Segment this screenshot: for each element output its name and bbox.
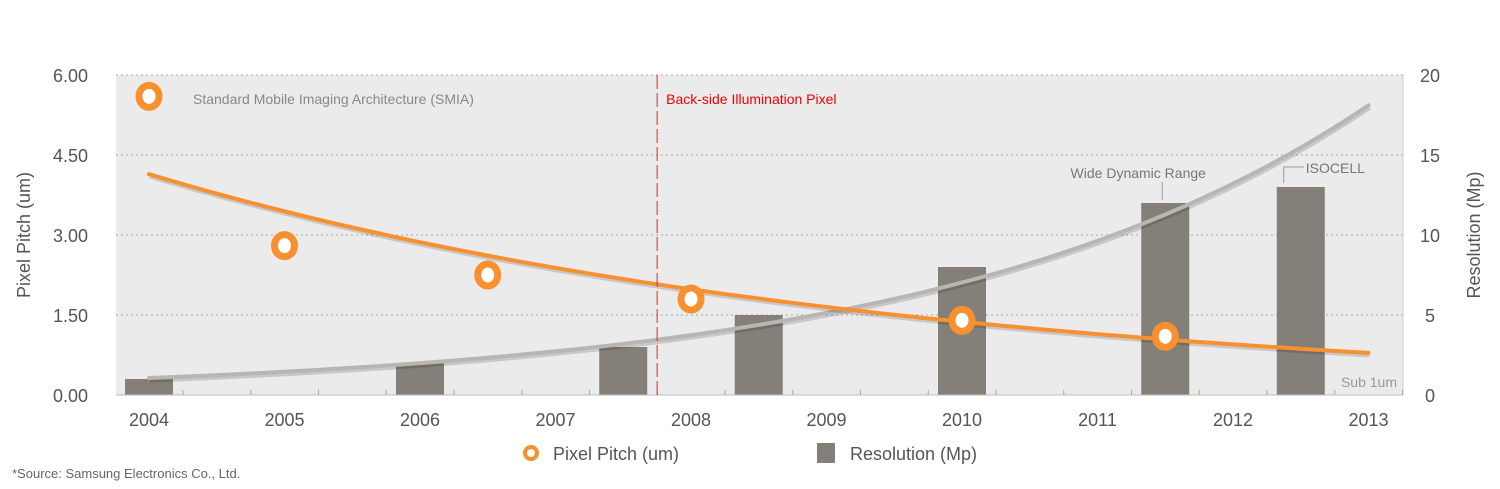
- left-axis-label: Pixel Pitch (um): [14, 172, 34, 298]
- source-note: *Source: Samsung Electronics Co., Ltd.: [12, 466, 240, 481]
- resolution-trend-line: [147, 103, 1371, 380]
- x-tick-label: 2006: [400, 410, 440, 430]
- right-tick-label: 10: [1420, 226, 1440, 246]
- left-tick-label: 4.50: [53, 146, 88, 166]
- left-tick-label: 3.00: [53, 226, 88, 246]
- right-tick-label: 5: [1425, 306, 1435, 326]
- x-tick-label: 2007: [535, 410, 575, 430]
- bsi-label: Back-side Illumination Pixel: [666, 91, 836, 107]
- isocell-leader: [1283, 166, 1304, 183]
- resolution-bar: [125, 379, 173, 395]
- x-tick-label: 2013: [1348, 410, 1388, 430]
- legend: Pixel Pitch (um) Resolution (Mp): [523, 443, 977, 464]
- x-tick-label: 2008: [671, 410, 711, 430]
- left-tick-label: 0.00: [53, 386, 88, 406]
- legend-pixel-pitch-marker: [523, 445, 539, 461]
- left-tick-label: 1.50: [53, 306, 88, 326]
- pixel-pitch-point: [271, 231, 298, 261]
- x-tick-label: 2010: [942, 410, 982, 430]
- pixel-pitch-point: [1151, 321, 1179, 351]
- pixel-pitch-point: [677, 284, 705, 314]
- x-tick-label: 2011: [1078, 410, 1117, 430]
- pixel-pitch-point: [474, 260, 502, 290]
- x-tick-label: 2004: [129, 410, 169, 430]
- resolution-bar: [1276, 187, 1325, 395]
- resolution-trend-line-shadow: [149, 105, 1371, 383]
- isocell-label: ISOCELL: [1306, 160, 1365, 176]
- legend-pixel-pitch-label: Pixel Pitch (um): [553, 444, 679, 464]
- legend-resolution-marker: [817, 443, 835, 463]
- resolution-bar: [599, 347, 648, 395]
- pixel-pitch-point: [135, 81, 163, 111]
- resolution-bar: [396, 363, 444, 395]
- resolution-bar: [1141, 203, 1190, 395]
- pixel-pitch-point: [948, 305, 976, 335]
- smia-label: Standard Mobile Imaging Architecture (SM…: [193, 91, 474, 107]
- x-tick-label: 2005: [264, 410, 304, 430]
- right-axis-label: Resolution (Mp): [1464, 171, 1484, 298]
- left-tick-label: 6.00: [53, 66, 88, 86]
- x-tick-label: 2009: [806, 410, 846, 430]
- wdr-label: Wide Dynamic Range: [1071, 165, 1207, 181]
- right-tick-label: 15: [1420, 146, 1440, 166]
- x-tick-label: 2012: [1213, 410, 1253, 430]
- legend-resolution-label: Resolution (Mp): [850, 444, 977, 464]
- right-tick-label: 20: [1420, 66, 1440, 86]
- sub1um-label: Sub 1um: [1341, 374, 1397, 390]
- right-tick-label: 0: [1425, 386, 1435, 406]
